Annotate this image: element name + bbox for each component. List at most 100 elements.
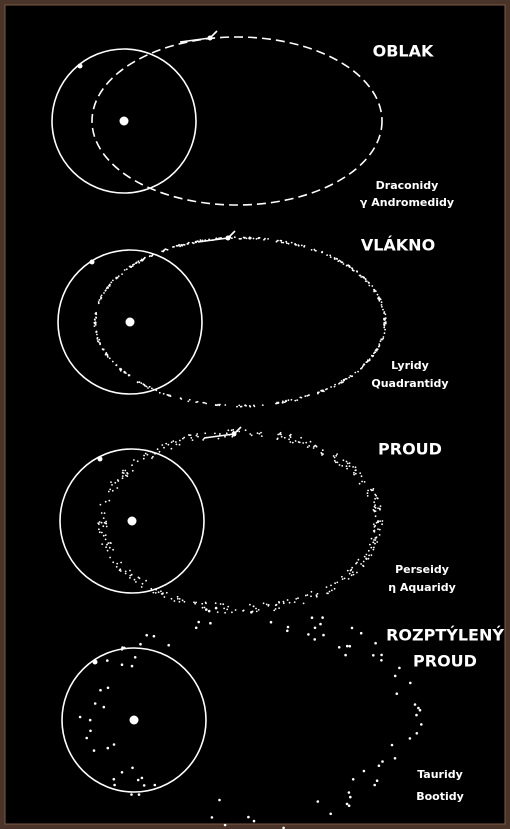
meteoroid — [208, 610, 211, 613]
meteoroid — [105, 521, 107, 523]
meteoroid — [112, 490, 114, 492]
meteoroid — [382, 520, 384, 522]
meteoroid — [377, 528, 379, 530]
meteoroid — [85, 737, 88, 740]
panel-title: PROUD — [413, 652, 477, 671]
meteoroid — [355, 473, 357, 475]
meteoroid — [313, 249, 315, 251]
meteoroid — [321, 453, 323, 455]
meteoroid — [374, 642, 377, 645]
meteoroid — [385, 322, 387, 324]
panel-title: VLÁKNO — [361, 236, 435, 255]
meteoroid — [286, 630, 289, 633]
meteoroid — [138, 577, 140, 579]
meteoroid — [152, 254, 154, 256]
meteoroid — [313, 447, 315, 449]
meteoroid — [290, 436, 292, 438]
meteoroid — [145, 453, 147, 455]
meteoroid — [249, 433, 251, 435]
meteoroid — [149, 256, 151, 258]
meteoroid — [249, 604, 251, 606]
meteoroid — [346, 803, 349, 806]
meteoroid — [190, 434, 192, 436]
shower-name: Draconidy — [376, 179, 439, 192]
meteoroid — [394, 675, 397, 678]
meteoroid — [336, 258, 338, 260]
meteoroid — [302, 442, 304, 444]
meteoroid — [147, 454, 149, 456]
meteoroid — [254, 406, 256, 408]
meteoroid — [108, 491, 110, 493]
meteoroid — [106, 354, 108, 356]
meteoroid — [121, 646, 124, 649]
meteoroid — [366, 554, 368, 556]
meteoroid — [141, 260, 143, 262]
meteoroid — [151, 457, 153, 459]
meteoroid — [125, 571, 127, 573]
meteoroid — [167, 249, 169, 251]
meteoroid — [339, 260, 341, 262]
meteoroid — [147, 387, 149, 389]
meteoroid — [106, 659, 109, 662]
meteoroid — [134, 579, 136, 581]
meteoroid — [181, 245, 183, 247]
meteoroid — [242, 610, 244, 612]
meteoroid — [222, 603, 224, 605]
meteoroid — [176, 245, 178, 247]
meteoroid — [370, 489, 372, 491]
meteoroid — [99, 531, 101, 533]
meteoroid — [266, 604, 268, 606]
meteoroid — [89, 730, 92, 733]
meteoroid — [144, 385, 146, 387]
meteoroid — [159, 451, 161, 453]
sun — [120, 117, 129, 126]
meteoroid — [143, 455, 145, 457]
meteoroid — [374, 289, 376, 291]
meteoroid — [379, 508, 381, 510]
meteoroid — [372, 654, 375, 657]
meteoroid — [351, 267, 353, 269]
meteoroid — [109, 357, 111, 359]
meteoroid — [226, 432, 228, 434]
meteoroid — [179, 440, 181, 442]
meteoroid — [354, 372, 356, 374]
meteoroid — [322, 634, 325, 637]
meteoroid — [94, 325, 96, 327]
meteoroid — [172, 440, 174, 442]
meteoroid — [183, 244, 185, 246]
meteoroid — [280, 434, 282, 436]
meteoroid — [131, 574, 133, 576]
meteoroid — [361, 475, 363, 477]
meteoroid — [256, 238, 258, 240]
meteoroid — [243, 237, 245, 239]
meteoroid — [196, 433, 198, 435]
meteoroid — [126, 268, 128, 270]
meteoroid — [149, 386, 151, 388]
meteoroid — [377, 507, 379, 509]
meteoroid — [214, 433, 216, 435]
meteoroid — [326, 586, 328, 588]
meteoroid — [376, 536, 378, 538]
meteoroid — [352, 778, 355, 781]
meteoroid — [262, 404, 264, 406]
meteoroid — [341, 576, 343, 578]
meteoroid — [331, 590, 333, 592]
meteoroid — [121, 273, 123, 275]
sun — [128, 517, 137, 526]
meteoroid — [277, 438, 279, 440]
meteoroid — [197, 621, 200, 624]
meteoroid — [100, 296, 102, 298]
meteoroid — [251, 434, 253, 436]
meteoroid — [368, 555, 370, 557]
meteoroid — [380, 505, 382, 507]
meteoroid — [95, 313, 97, 315]
meteoroid — [117, 480, 119, 482]
meteoroid — [171, 441, 173, 443]
meteoroid — [373, 784, 376, 787]
meteoroid — [107, 550, 109, 552]
meteoroid — [121, 771, 124, 774]
meteoroid — [373, 501, 375, 503]
meteoroid — [179, 444, 181, 446]
meteoroid — [143, 784, 146, 787]
earth — [93, 660, 98, 665]
